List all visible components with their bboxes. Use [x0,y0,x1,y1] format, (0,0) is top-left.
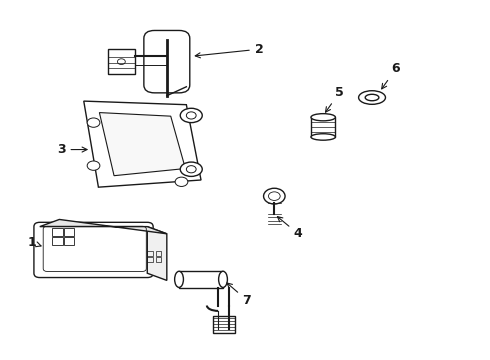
Ellipse shape [219,271,227,287]
Polygon shape [147,226,167,280]
Ellipse shape [180,162,202,176]
Text: 6: 6 [382,62,400,89]
FancyBboxPatch shape [144,31,190,93]
Circle shape [186,112,196,119]
Text: 3: 3 [57,143,87,156]
Bar [64,228,74,236]
Circle shape [118,59,125,64]
Bar [147,257,153,262]
Text: 7: 7 [227,283,251,307]
Bar [179,271,223,288]
Circle shape [186,166,196,173]
Ellipse shape [180,108,202,123]
Ellipse shape [311,134,335,140]
FancyBboxPatch shape [34,222,153,278]
Text: 1: 1 [27,237,41,249]
Bar [156,251,161,256]
Bar [108,49,135,74]
Circle shape [87,161,100,170]
Text: 4: 4 [277,217,303,240]
Ellipse shape [359,91,386,104]
Circle shape [269,192,280,201]
Bar [213,316,235,333]
Text: 2: 2 [195,43,264,58]
Text: 5: 5 [325,86,344,112]
Circle shape [175,177,188,186]
Bar [311,117,335,137]
Bar [52,228,63,236]
Ellipse shape [365,94,379,101]
Ellipse shape [174,271,183,287]
Circle shape [87,118,100,127]
Ellipse shape [311,114,335,121]
Bar [64,237,74,244]
Bar [52,237,63,244]
Polygon shape [40,220,167,234]
Circle shape [264,188,285,204]
Polygon shape [84,101,201,187]
Polygon shape [99,113,185,176]
Bar [156,257,161,262]
Bar [147,251,153,256]
